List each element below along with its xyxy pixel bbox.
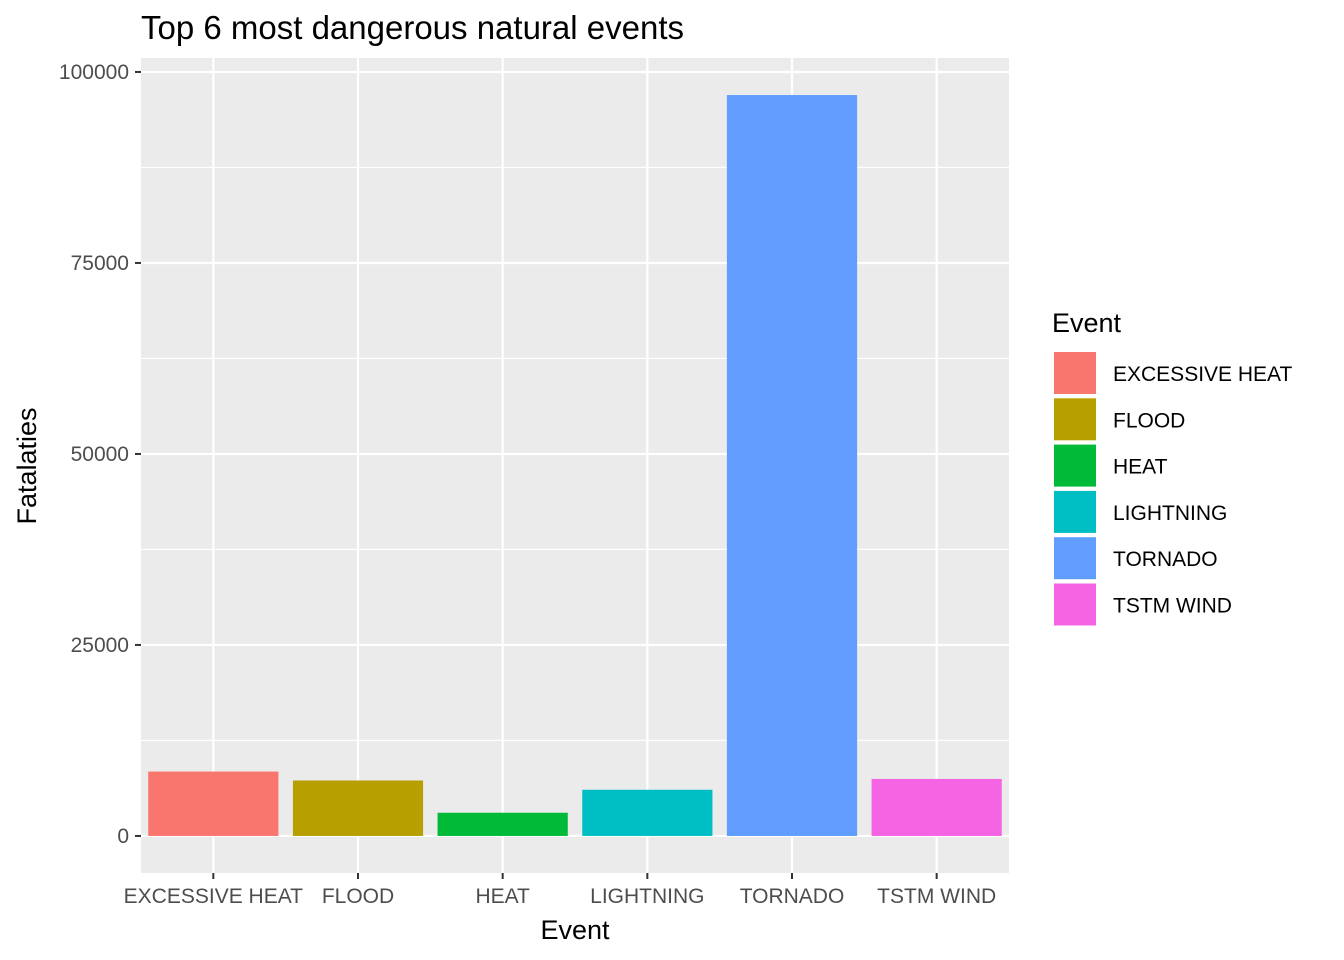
- legend-key-swatch: [1054, 537, 1096, 580]
- bar-tstm-wind: [871, 778, 1002, 836]
- legend-key-swatch: [1054, 583, 1096, 626]
- bars: [148, 95, 1002, 836]
- y-tick-label: 50000: [71, 443, 129, 466]
- y-tick-label: 75000: [71, 252, 129, 275]
- x-axis-title: Event: [540, 915, 610, 945]
- x-tick-label: TSTM WIND: [877, 885, 996, 908]
- bar-lightning: [582, 789, 713, 836]
- legend-key-label: TSTM WIND: [1113, 595, 1232, 618]
- x-tick-label: LIGHTNING: [590, 885, 704, 908]
- x-tick-label: TORNADO: [740, 885, 845, 908]
- y-axis: 0 25000 50000 75000 100000: [59, 61, 141, 848]
- legend-key-swatch: [1054, 490, 1096, 533]
- chart-title: Top 6 most dangerous natural events: [141, 9, 684, 46]
- legend-key-label: FLOOD: [1113, 409, 1185, 432]
- bar-heat: [437, 812, 568, 836]
- legend-key-label: EXCESSIVE HEAT: [1113, 363, 1293, 386]
- y-tick-label: 100000: [59, 61, 129, 84]
- y-tick-label: 25000: [71, 634, 129, 657]
- y-tick-label: 0: [117, 825, 129, 848]
- x-tick-label: HEAT: [475, 885, 530, 908]
- bar-excessive-heat: [148, 771, 279, 836]
- legend-title: Event: [1052, 308, 1122, 338]
- bar-flood: [292, 780, 424, 836]
- x-axis: EXCESSIVE HEAT FLOOD HEAT LIGHTNING TORNADO T…: [124, 873, 996, 908]
- legend: Event EXCESSIVE HEAT FLOOD HEAT LIGHTNING TO…: [1052, 308, 1293, 626]
- legend-key-label: HEAT: [1113, 456, 1168, 479]
- legend-key-swatch: [1054, 352, 1096, 394]
- y-axis-title: Fatalaties: [12, 407, 42, 524]
- legend-key-label: LIGHTNING: [1113, 502, 1227, 525]
- legend-key-swatch: [1054, 398, 1096, 441]
- x-tick-label: EXCESSIVE HEAT: [124, 885, 304, 908]
- legend-key-label: TORNADO: [1113, 548, 1218, 571]
- bar-tornado: [726, 95, 858, 836]
- plot-panel: [141, 58, 1009, 873]
- x-tick-label: FLOOD: [322, 885, 394, 908]
- legend-key-swatch: [1054, 444, 1096, 487]
